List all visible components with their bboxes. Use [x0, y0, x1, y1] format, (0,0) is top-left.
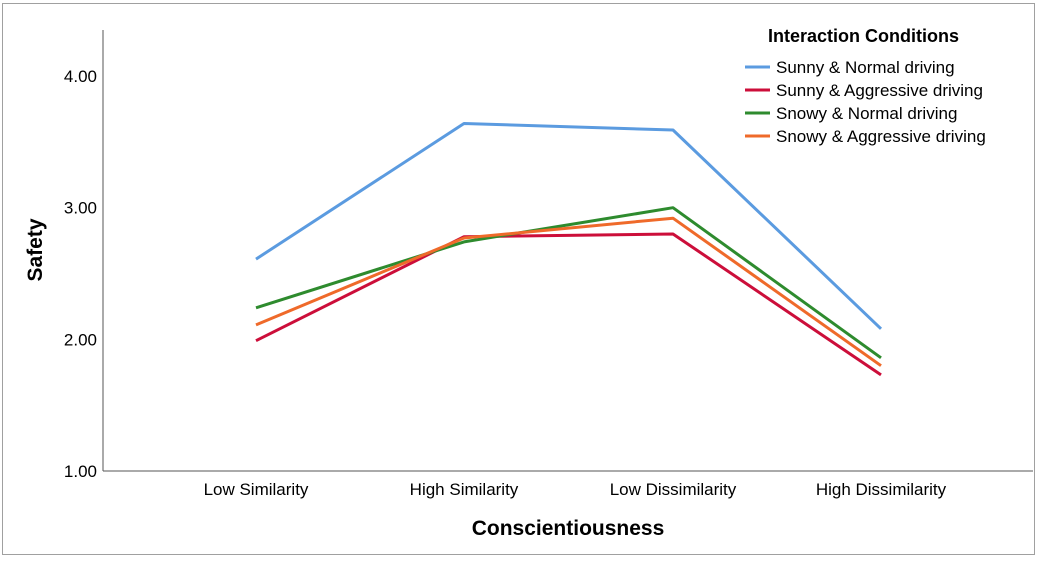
legend-label: Sunny & Normal driving [776, 58, 955, 77]
x-tick-label: Low Similarity [204, 480, 309, 499]
legend-label: Snowy & Aggressive driving [776, 127, 986, 146]
legend-title: Interaction Conditions [768, 26, 959, 46]
x-tick-labels: Low Similarity High Similarity Low Dissimi… [204, 480, 947, 499]
series-line [255, 122, 883, 330]
legend: Interaction Conditions Sunny & Normal dr… [745, 26, 986, 146]
y-tick-label: 2.00 [64, 330, 97, 349]
y-tick-label: 4.00 [64, 67, 97, 86]
series-lines [255, 122, 883, 377]
x-tick-label: High Dissimilarity [816, 480, 947, 499]
x-axis-title: Conscientiousness [472, 517, 665, 540]
y-tick-label: 1.00 [64, 462, 97, 481]
series-line [255, 232, 882, 377]
x-tick-label: High Similarity [410, 480, 519, 499]
legend-item: Snowy & Normal driving [745, 104, 957, 123]
legend-label: Snowy & Normal driving [776, 104, 957, 123]
legend-item: Sunny & Aggressive driving [745, 81, 983, 100]
axes [102, 30, 1033, 472]
chart-frame [2, 3, 1035, 555]
y-tick-labels: 1.00 2.00 3.00 4.00 [64, 67, 97, 481]
legend-item: Sunny & Normal driving [745, 58, 955, 77]
legend-label: Sunny & Aggressive driving [776, 81, 983, 100]
series-line [255, 216, 882, 367]
legend-item: Snowy & Aggressive driving [745, 127, 986, 146]
x-tick-label: Low Dissimilarity [610, 480, 737, 499]
series-line [255, 206, 882, 360]
y-tick-label: 3.00 [64, 199, 97, 218]
y-axis-title: Safety [24, 218, 47, 281]
